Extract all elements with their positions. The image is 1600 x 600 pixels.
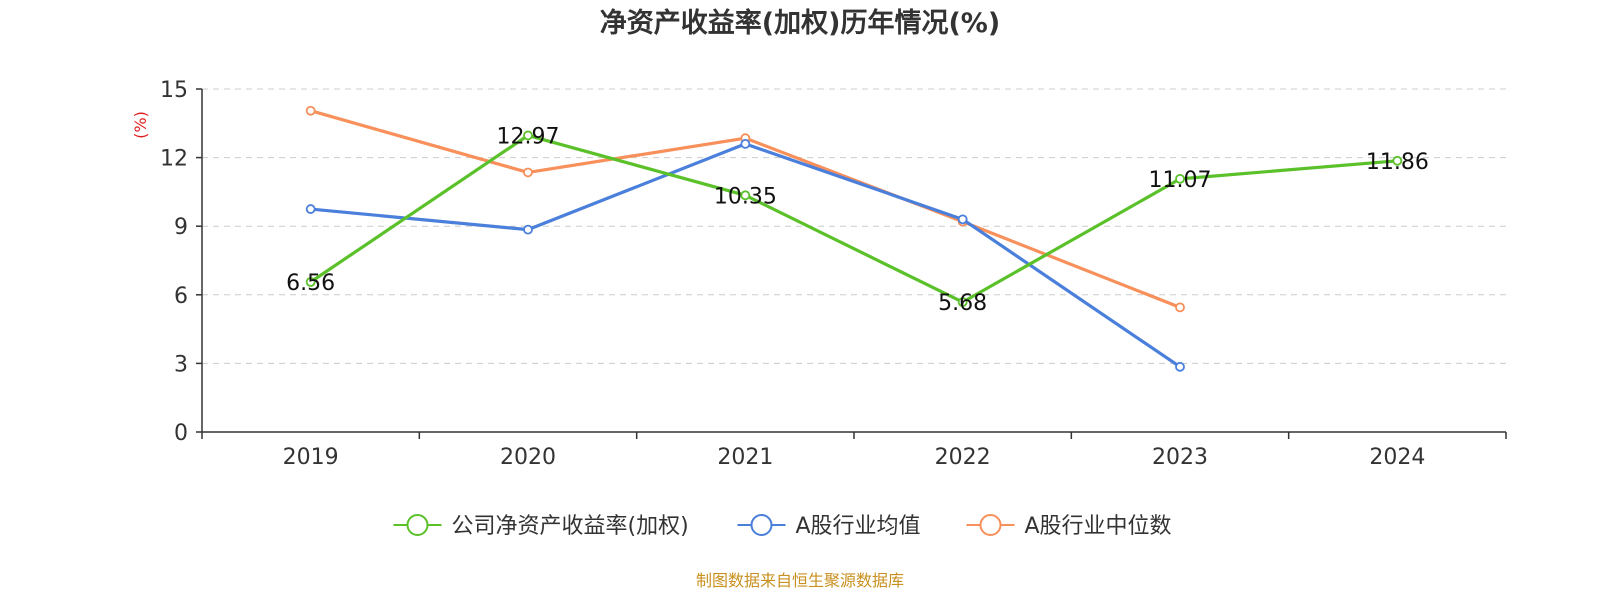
data-point [1175, 361, 1185, 372]
legend-label: A股行业均值 [796, 514, 921, 539]
legend-marker [750, 514, 773, 536]
data-point [523, 167, 533, 178]
x-tick-label-2024: 2024 [1369, 445, 1425, 470]
axes: 0 3 6 9 12 15 2019 2020 2021 2022 2023 2024 [160, 78, 1507, 470]
data-point [1175, 302, 1185, 313]
series-lines [305, 105, 1403, 372]
data-point [740, 190, 751, 201]
data-label-2021: 10.35 [714, 184, 777, 209]
legend-label: A股行业中位数 [1025, 514, 1172, 539]
data-labels: 6.56 12.97 10.35 5.68 11.07 11.86 [286, 124, 1429, 316]
data-label-2023: 11.07 [1149, 168, 1212, 193]
legend-item-1[interactable]: A股行业均值 [737, 514, 921, 539]
data-point [957, 297, 968, 308]
data-point [740, 138, 751, 149]
legend-label: 公司净资产收益率(加权) [452, 514, 689, 539]
x-tick-label-2020: 2020 [500, 445, 556, 470]
data-label-2019: 6.56 [286, 271, 335, 296]
y-tick-label: 6 [174, 284, 188, 309]
y-tick-label: 0 [174, 421, 188, 446]
legend-item-0[interactable]: 公司净资产收益率(加权) [393, 514, 689, 539]
legend-marker [406, 514, 429, 536]
legend[interactable]: 公司净资产收益率(加权) A股行业均值 A股行业中位数 [393, 514, 1172, 539]
data-point [1392, 155, 1403, 166]
data-point [1175, 173, 1185, 184]
series-line-0 [309, 133, 1398, 304]
series-1 [305, 138, 1185, 372]
y-tick-label: 3 [174, 352, 188, 377]
grid-lines [202, 88, 1506, 364]
x-tick-label-2023: 2023 [1152, 445, 1208, 470]
y-tick-label: 15 [160, 78, 188, 103]
data-point [305, 204, 316, 214]
data-label-2024: 11.86 [1366, 150, 1429, 175]
data-point [523, 224, 533, 235]
x-tick-label-2019: 2019 [283, 445, 339, 470]
data-point [305, 277, 316, 287]
y-tick-label: 12 [160, 147, 188, 172]
source-note: 制图数据来自恒生聚源数据库 [696, 571, 904, 590]
data-label-2022: 5.68 [938, 291, 987, 316]
y-axis-label: (%) [131, 111, 150, 139]
series-0 [305, 130, 1403, 308]
y-tick-label: 9 [174, 215, 188, 240]
x-tick-label-2022: 2022 [935, 445, 991, 470]
chart-title: 净资产收益率(加权)历年情况(%) [600, 7, 1000, 39]
x-tick-label-2021: 2021 [717, 445, 773, 470]
data-label-2020: 12.97 [497, 124, 560, 149]
data-point [957, 214, 968, 225]
data-point [305, 105, 316, 116]
legend-marker [979, 514, 1002, 536]
data-point [523, 130, 533, 141]
legend-item-2[interactable]: A股行业中位数 [966, 514, 1172, 539]
